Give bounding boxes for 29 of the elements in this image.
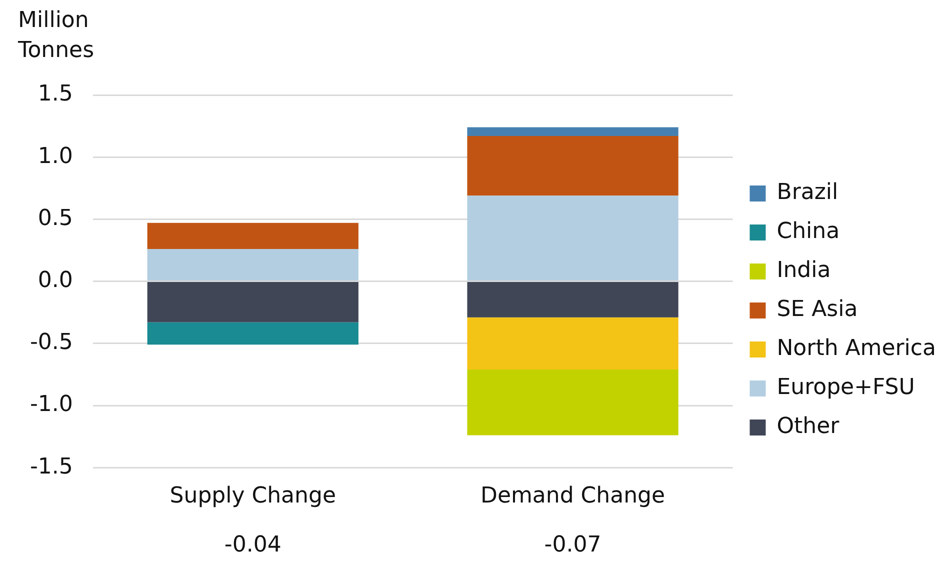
y-tick-label: 1.5 <box>38 82 73 107</box>
legend-label: North America <box>776 336 936 362</box>
y-axis-title: Million Tonnes <box>18 7 96 65</box>
legend-label: Other <box>776 414 840 440</box>
legend-label: Brazil <box>776 180 838 206</box>
bar <box>147 322 358 345</box>
y-tick-label: -0.5 <box>30 330 73 356</box>
text: -0.04 <box>224 532 282 558</box>
bar <box>467 136 678 196</box>
y-tick-label: 1.0 <box>38 144 73 169</box>
text: -0.07 <box>544 532 602 558</box>
y-tick-label: -1.5 <box>30 454 73 480</box>
y-tick-label: 0.5 <box>38 206 73 231</box>
bar <box>147 222 358 250</box>
bar <box>147 249 358 281</box>
x-tick-label: Supply Change <box>170 484 336 509</box>
legend-label: China <box>776 219 840 244</box>
y-tick-label: -1.0 <box>30 392 73 418</box>
bar <box>467 127 678 136</box>
x-tick-label: Demand Change <box>480 484 666 509</box>
legend-label: India <box>776 258 831 284</box>
legend-label: SE Asia <box>776 297 858 322</box>
bar <box>467 196 678 281</box>
legend-label: Europe+FSU <box>776 375 915 400</box>
bar <box>467 369 678 436</box>
bar <box>147 282 358 322</box>
bar <box>467 282 678 318</box>
bar <box>467 317 678 370</box>
y-tick-label: 0.0 <box>38 268 73 294</box>
